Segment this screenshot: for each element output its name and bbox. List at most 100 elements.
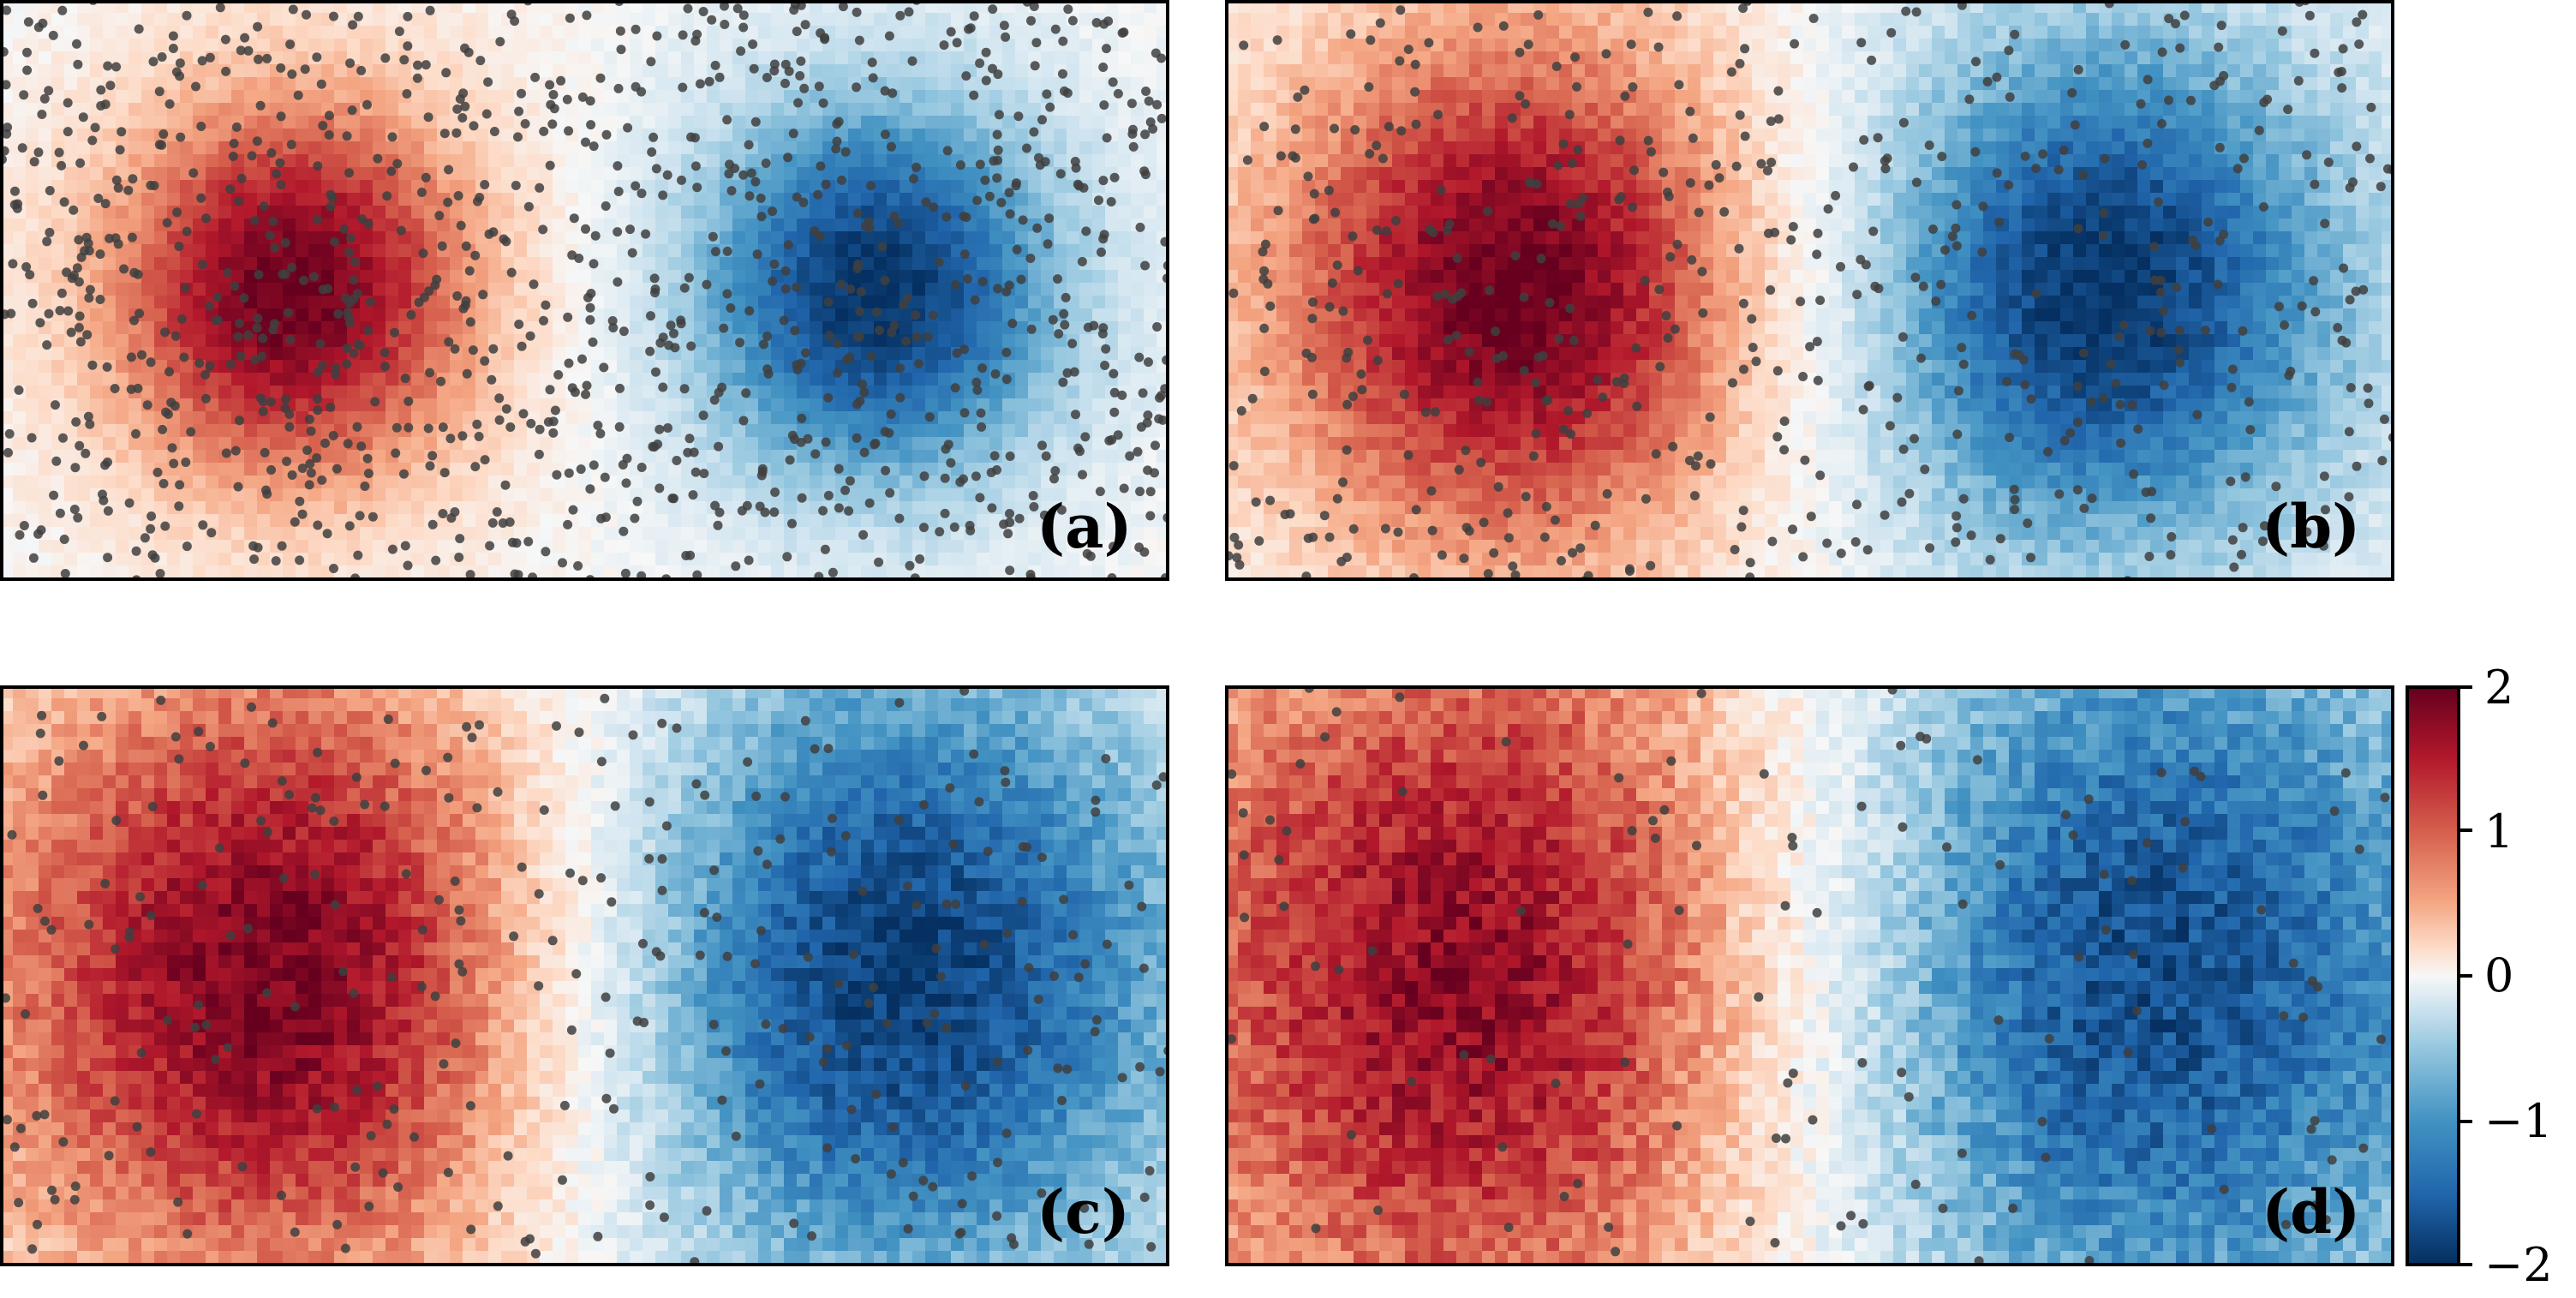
heatmap-cell [553, 0, 566, 14]
sample-point [820, 544, 830, 554]
heatmap-cell [167, 257, 181, 271]
heatmap-cell [591, 244, 605, 258]
heatmap-cell [167, 0, 181, 14]
heatmap-cell [1131, 514, 1145, 528]
sample-point [538, 224, 548, 235]
heatmap-cell [810, 347, 823, 361]
heatmap-cell [437, 0, 451, 14]
heatmap-cell [321, 347, 335, 361]
heatmap-cell [257, 501, 271, 515]
heatmap-cell [604, 488, 618, 502]
heatmap-cell [1002, 231, 1016, 245]
heatmap-cell [964, 39, 977, 52]
heatmap-cell [1028, 386, 1042, 399]
heatmap-cell [964, 129, 977, 142]
heatmap-cell [938, 129, 952, 142]
sample-point [541, 547, 551, 557]
heatmap-cell [810, 463, 823, 476]
heatmap-cell [321, 540, 335, 553]
sample-point [297, 509, 308, 519]
heatmap-cell [1054, 578, 1067, 581]
heatmap-cell [514, 386, 528, 399]
heatmap-cell [668, 51, 682, 65]
heatmap-cell [925, 437, 939, 451]
heatmap-cell [630, 527, 643, 541]
heatmap-cell [373, 578, 386, 581]
heatmap-cell [565, 527, 579, 541]
sample-point [247, 151, 257, 161]
heatmap-cell [141, 257, 155, 271]
sample-point [1067, 338, 1078, 349]
heatmap-cell [64, 450, 78, 464]
heatmap-cell [129, 398, 142, 412]
heatmap-cell [488, 13, 502, 27]
heatmap-cell [1015, 334, 1029, 348]
heatmap-cell [141, 39, 155, 52]
heatmap-cell [810, 13, 823, 27]
heatmap-cell [308, 103, 322, 117]
sample-point [567, 250, 577, 260]
heatmap-cell [810, 116, 823, 129]
heatmap-cell [694, 64, 708, 78]
heatmap-cell [1105, 26, 1119, 39]
heatmap-cell [13, 218, 27, 232]
sample-point [51, 456, 62, 466]
sample-point [446, 513, 457, 523]
sample-point [266, 465, 276, 475]
heatmap-cell [77, 26, 91, 39]
heatmap-cell [784, 141, 798, 155]
sample-point [1109, 541, 1118, 552]
heatmap-cell [964, 180, 977, 194]
heatmap-cell [1028, 206, 1042, 219]
heatmap-cell [1041, 39, 1055, 52]
heatmap-cell [411, 514, 425, 528]
heatmap-cell [912, 398, 926, 412]
heatmap-cell [617, 193, 631, 206]
heatmap-cell [643, 501, 656, 515]
heatmap-cell [604, 553, 618, 566]
sample-point [157, 52, 167, 62]
sample-point [164, 99, 175, 109]
heatmap-cell [463, 0, 476, 14]
heatmap-cell [437, 488, 451, 502]
heatmap-cell [475, 296, 489, 309]
heatmap-cell [103, 437, 117, 451]
heatmap-cell [565, 321, 579, 335]
sample-point [526, 418, 536, 428]
heatmap-cell [116, 565, 129, 579]
heatmap-cell [887, 476, 900, 489]
heatmap-cell [810, 90, 823, 104]
heatmap-cell [732, 373, 746, 386]
heatmap-cell [244, 463, 258, 476]
heatmap-cell [835, 437, 849, 451]
heatmap-cell [154, 283, 168, 296]
heatmap-cell [26, 386, 39, 399]
heatmap-cell [475, 308, 489, 322]
heatmap-cell [848, 296, 862, 309]
heatmap-cell [1015, 154, 1029, 168]
heatmap-cell [296, 193, 309, 206]
heatmap-cell [1054, 154, 1067, 168]
heatmap-cell [488, 450, 502, 464]
heatmap-cell [360, 90, 374, 104]
heatmap-cell [861, 167, 875, 181]
heatmap-cell [167, 116, 181, 129]
heatmap-cell [1079, 501, 1093, 515]
heatmap-cell [527, 218, 541, 232]
heatmap-cell [874, 154, 888, 168]
heatmap-cell [1067, 193, 1080, 206]
heatmap-cell [527, 501, 541, 515]
heatmap-cell [77, 463, 91, 476]
heatmap-cell [797, 514, 810, 528]
heatmap-cell [296, 296, 309, 309]
heatmap-cell [758, 26, 772, 39]
heatmap-cell [244, 103, 258, 117]
heatmap-cell [887, 553, 900, 566]
heatmap-cell [398, 527, 412, 541]
heatmap-cell [1002, 154, 1016, 168]
heatmap-cell [591, 347, 605, 361]
heatmap-cell [874, 578, 888, 581]
heatmap-cell [373, 218, 386, 232]
sample-point [474, 432, 484, 441]
heatmap-cell [732, 257, 746, 271]
